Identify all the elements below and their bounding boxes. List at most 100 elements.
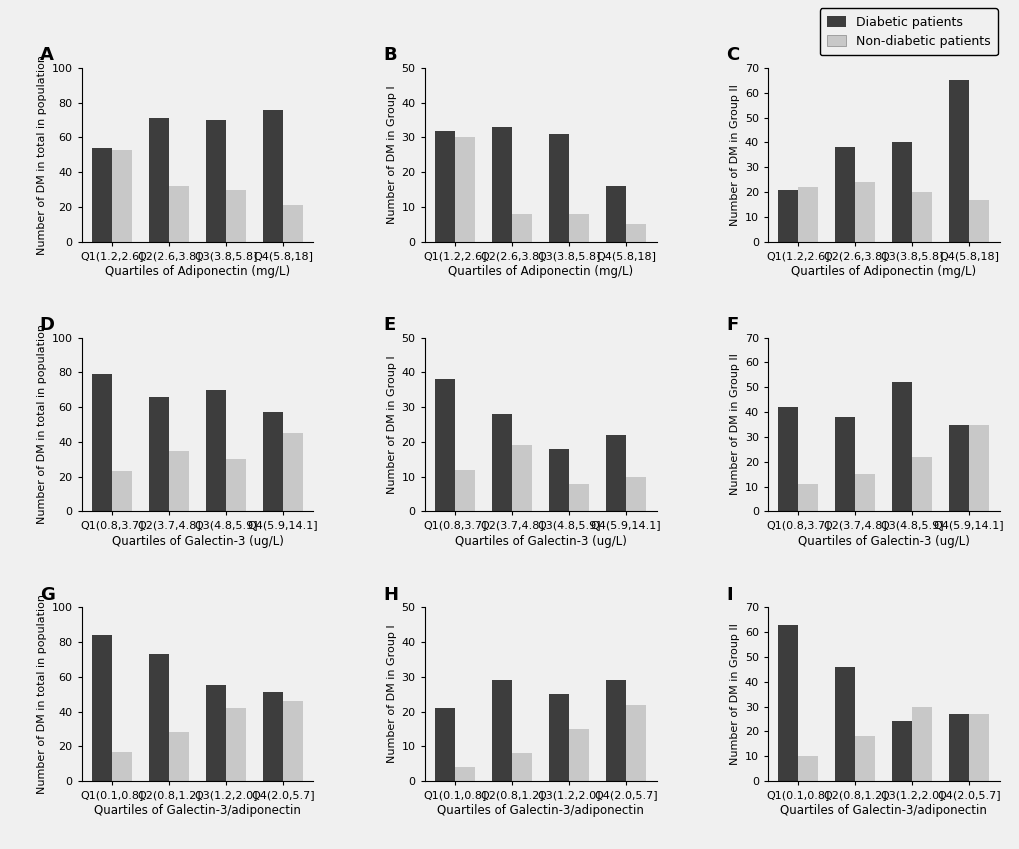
Bar [92, 148, 112, 242]
Bar [226, 189, 246, 242]
Bar [492, 680, 512, 781]
Bar [169, 451, 189, 511]
Bar [949, 714, 968, 781]
Bar [798, 187, 817, 242]
Bar [282, 701, 303, 781]
X-axis label: Quartiles of Adiponectin (mg/L): Quartiles of Adiponectin (mg/L) [447, 265, 633, 278]
Y-axis label: Number of DM in total in population: Number of DM in total in population [38, 324, 47, 525]
Legend: Diabetic patients, Non-diabetic patients: Diabetic patients, Non-diabetic patients [819, 8, 997, 55]
Bar [435, 708, 454, 781]
Y-axis label: Number of DM in Group II: Number of DM in Group II [730, 623, 740, 765]
Y-axis label: Number of DM in total in population: Number of DM in total in population [38, 55, 47, 255]
Bar [548, 694, 569, 781]
Bar [454, 469, 475, 511]
Bar [263, 413, 282, 511]
Bar [149, 396, 169, 511]
Bar [892, 722, 911, 781]
Bar [435, 131, 454, 242]
Y-axis label: Number of DM in Group I: Number of DM in Group I [387, 86, 397, 224]
Bar [569, 484, 588, 511]
Bar [626, 705, 645, 781]
Text: I: I [726, 586, 732, 604]
X-axis label: Quartiles of Galectin-3/adiponectin: Quartiles of Galectin-3/adiponectin [437, 804, 643, 818]
Bar [835, 148, 854, 242]
Bar [112, 149, 131, 242]
Bar [626, 476, 645, 511]
Bar [605, 435, 626, 511]
Bar [92, 635, 112, 781]
Bar [206, 685, 226, 781]
Bar [569, 729, 588, 781]
Bar [798, 484, 817, 511]
X-axis label: Quartiles of Galectin-3 (ug/L): Quartiles of Galectin-3 (ug/L) [111, 535, 283, 548]
Bar [169, 186, 189, 242]
Bar [968, 714, 988, 781]
Bar [548, 449, 569, 511]
Y-axis label: Number of DM in Group II: Number of DM in Group II [730, 353, 740, 496]
X-axis label: Quartiles of Galectin-3 (ug/L): Quartiles of Galectin-3 (ug/L) [797, 535, 969, 548]
Bar [149, 654, 169, 781]
Y-axis label: Number of DM in Group II: Number of DM in Group II [730, 84, 740, 226]
Y-axis label: Number of DM in Group I: Number of DM in Group I [387, 625, 397, 763]
Bar [605, 680, 626, 781]
Bar [854, 475, 874, 511]
Bar [454, 138, 475, 242]
X-axis label: Quartiles of Galectin-3/adiponectin: Quartiles of Galectin-3/adiponectin [94, 804, 301, 818]
Text: E: E [382, 316, 394, 334]
Bar [512, 753, 532, 781]
Bar [949, 424, 968, 511]
Bar [454, 767, 475, 781]
Bar [206, 120, 226, 242]
Bar [112, 471, 131, 511]
Bar [112, 751, 131, 781]
Bar [798, 756, 817, 781]
Y-axis label: Number of DM in total in population: Number of DM in total in population [38, 594, 47, 794]
Bar [492, 127, 512, 242]
Bar [911, 706, 931, 781]
Text: B: B [382, 47, 396, 65]
Text: G: G [40, 586, 55, 604]
Bar [605, 186, 626, 242]
X-axis label: Quartiles of Galectin-3 (ug/L): Quartiles of Galectin-3 (ug/L) [454, 535, 626, 548]
Bar [569, 214, 588, 242]
Bar [282, 205, 303, 242]
Bar [512, 446, 532, 511]
X-axis label: Quartiles of Adiponectin (mg/L): Quartiles of Adiponectin (mg/L) [791, 265, 975, 278]
Text: F: F [726, 316, 738, 334]
Bar [206, 390, 226, 511]
Y-axis label: Number of DM in Group I: Number of DM in Group I [387, 355, 397, 494]
Bar [435, 380, 454, 511]
Text: D: D [40, 316, 55, 334]
Bar [968, 424, 988, 511]
X-axis label: Quartiles of Galectin-3/adiponectin: Quartiles of Galectin-3/adiponectin [780, 804, 986, 818]
Bar [949, 81, 968, 242]
Bar [854, 183, 874, 242]
Bar [911, 192, 931, 242]
Text: H: H [382, 586, 397, 604]
Bar [892, 143, 911, 242]
Bar [777, 189, 798, 242]
Bar [892, 382, 911, 511]
Bar [512, 214, 532, 242]
Bar [263, 110, 282, 242]
Bar [626, 224, 645, 242]
Text: A: A [40, 47, 54, 65]
Bar [169, 733, 189, 781]
X-axis label: Quartiles of Adiponectin (mg/L): Quartiles of Adiponectin (mg/L) [105, 265, 289, 278]
Bar [492, 414, 512, 511]
Text: C: C [726, 47, 739, 65]
Bar [854, 736, 874, 781]
Bar [835, 417, 854, 511]
Bar [835, 666, 854, 781]
Bar [263, 693, 282, 781]
Bar [149, 118, 169, 242]
Bar [777, 625, 798, 781]
Bar [282, 433, 303, 511]
Bar [777, 408, 798, 511]
Bar [226, 459, 246, 511]
Bar [968, 200, 988, 242]
Bar [92, 374, 112, 511]
Bar [548, 134, 569, 242]
Bar [226, 708, 246, 781]
Bar [911, 457, 931, 511]
